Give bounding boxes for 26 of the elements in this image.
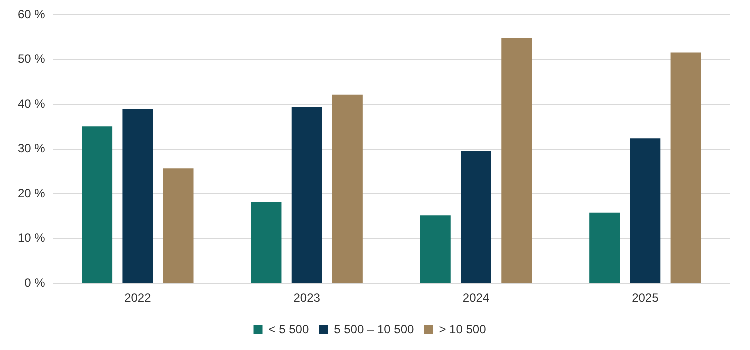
- bar: [163, 168, 194, 284]
- y-tick-label: 0 %: [24, 276, 46, 290]
- bar: [670, 52, 702, 284]
- legend-label: 5 500 – 10 500: [334, 322, 415, 336]
- y-tick-label: 30 %: [18, 142, 46, 156]
- bar: [630, 138, 661, 284]
- bar: [82, 126, 113, 284]
- bar: [461, 151, 492, 284]
- bar: [332, 94, 363, 284]
- bar: [420, 216, 451, 284]
- y-tick-label: 60 %: [18, 8, 46, 22]
- x-tick-label: 2025: [632, 291, 660, 306]
- x-tick-label: 2022: [124, 291, 152, 306]
- y-tick-label: 10 %: [18, 231, 46, 246]
- legend-label: < 5 500: [268, 322, 310, 336]
- bar: [502, 38, 532, 284]
- y-tick-label: 50 %: [18, 52, 46, 66]
- bar: [251, 202, 282, 284]
- y-tick-label: 40 %: [18, 96, 46, 111]
- x-tick-label: 2024: [462, 291, 490, 306]
- x-tick-label: 2023: [294, 291, 321, 306]
- bar: [590, 212, 620, 284]
- bar: [292, 107, 322, 284]
- legend-label: > 10 500: [439, 322, 487, 336]
- bar: [122, 109, 154, 284]
- y-tick-label: 20 %: [18, 186, 46, 200]
